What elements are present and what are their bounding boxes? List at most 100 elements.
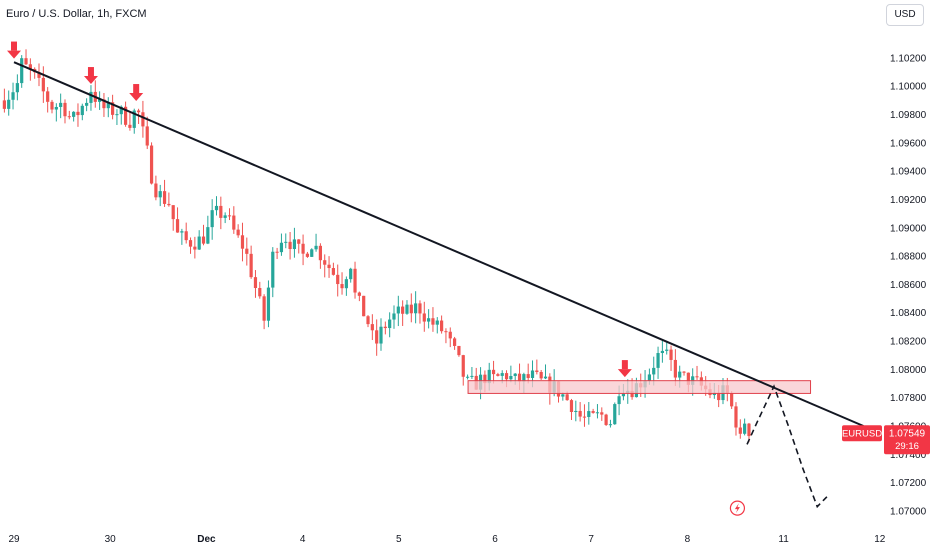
candle-body — [604, 414, 608, 425]
candle-body — [2, 100, 6, 109]
candle-body — [448, 331, 452, 339]
candle-body — [24, 58, 28, 65]
candle — [591, 408, 595, 414]
candle-body — [487, 369, 491, 384]
y-tick-label: 1.09400 — [890, 167, 927, 178]
lightning-icon[interactable] — [729, 500, 746, 516]
price-label: 1.07549 — [889, 429, 926, 440]
candle — [401, 300, 405, 326]
candle — [396, 295, 400, 327]
candle-body — [665, 349, 669, 351]
price-axis: 1.10200 1.10000 1.09800 1.09600 1.09400 1.092… — [890, 53, 927, 517]
candle — [145, 116, 149, 150]
candle — [465, 374, 470, 380]
candle — [292, 227, 297, 258]
y-tick-label: 1.08000 — [890, 365, 927, 376]
candle-body — [232, 215, 236, 230]
candle — [357, 291, 361, 302]
candle — [20, 55, 24, 88]
candle-body — [444, 331, 448, 333]
candle-body — [245, 248, 249, 254]
candle — [63, 99, 67, 124]
candle-body — [98, 99, 102, 102]
candle — [214, 196, 219, 216]
candle-body — [526, 374, 530, 378]
candle — [37, 63, 41, 87]
candle-body — [608, 424, 613, 426]
candle-body — [660, 350, 664, 354]
candle — [738, 419, 742, 439]
candle-body — [591, 411, 595, 413]
candle-body — [128, 124, 132, 128]
projection-path[interactable] — [746, 384, 828, 509]
candle-body — [517, 373, 522, 382]
candle-body — [145, 126, 149, 146]
candle-body — [89, 91, 93, 103]
candle-body — [686, 372, 690, 385]
candle-body — [336, 274, 340, 285]
candle — [353, 261, 357, 299]
candle — [89, 85, 93, 111]
candle — [115, 109, 119, 125]
candle-body — [743, 423, 747, 434]
candle — [85, 98, 89, 112]
y-tick-label: 1.08200 — [890, 337, 927, 348]
candle — [578, 402, 582, 422]
candle — [59, 93, 63, 119]
candle-body — [695, 376, 699, 378]
candle-body — [539, 371, 543, 379]
candle — [418, 300, 422, 324]
arrow-down-icon[interactable] — [83, 67, 98, 85]
resistance-zone[interactable] — [467, 380, 812, 394]
x-tick-label: 29 — [8, 534, 20, 545]
candle-body — [201, 236, 206, 244]
candle-body — [582, 416, 587, 418]
candle — [370, 314, 374, 341]
symbol-label: EURUSD — [842, 429, 882, 440]
candle-body — [396, 306, 400, 314]
currency-selector-button[interactable]: USD — [886, 4, 924, 26]
candle — [383, 321, 387, 335]
candle-body — [284, 241, 288, 243]
arrow-down-icon[interactable] — [129, 84, 144, 102]
candle-body — [262, 296, 266, 321]
y-tick-label: 1.08600 — [890, 280, 927, 291]
candle-body — [621, 393, 626, 397]
candle-body — [236, 229, 240, 236]
candle-body — [509, 376, 513, 380]
candle-body — [409, 304, 413, 314]
candle — [197, 230, 201, 250]
y-tick-label: 1.08400 — [890, 308, 927, 319]
candle — [266, 280, 271, 328]
candle-body — [223, 215, 227, 218]
candle — [344, 276, 348, 296]
candle-body — [331, 268, 335, 275]
candle-body — [513, 373, 517, 377]
candle-body — [543, 376, 548, 379]
candle-body — [162, 191, 167, 204]
candle — [435, 317, 439, 334]
candle-body — [730, 393, 734, 407]
candle-body — [682, 371, 686, 373]
candle — [11, 82, 15, 110]
candle-body — [747, 423, 751, 437]
candle-body — [15, 83, 19, 93]
candle — [682, 371, 686, 376]
candle-body — [314, 245, 318, 250]
trendline[interactable] — [13, 61, 864, 427]
arrow-down-icon[interactable] — [617, 360, 632, 378]
candle-body — [617, 396, 621, 405]
candlestick-series — [2, 49, 751, 443]
candle-body — [440, 320, 444, 332]
candle — [448, 327, 452, 348]
candle-body — [327, 264, 331, 269]
candle-body — [383, 326, 387, 329]
arrow-down-icon[interactable] — [7, 41, 21, 59]
candle — [695, 365, 699, 380]
candle-body — [115, 114, 119, 116]
y-tick-label: 1.07400 — [890, 450, 927, 461]
candle — [388, 312, 392, 338]
candle-body — [219, 205, 223, 218]
candle-body — [11, 92, 15, 100]
